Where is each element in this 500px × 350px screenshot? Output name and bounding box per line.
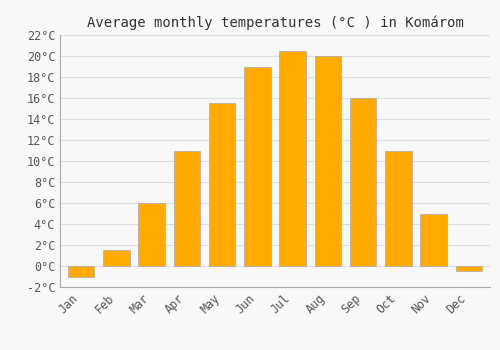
- Bar: [174, 150, 200, 266]
- Bar: [350, 98, 376, 266]
- Bar: [385, 150, 411, 266]
- Bar: [420, 214, 447, 266]
- Bar: [280, 51, 306, 266]
- Bar: [456, 266, 482, 271]
- Title: Average monthly temperatures (°C ) in Komárom: Average monthly temperatures (°C ) in Ko…: [86, 15, 464, 30]
- Bar: [103, 250, 130, 266]
- Bar: [209, 103, 236, 266]
- Bar: [244, 66, 270, 266]
- Bar: [314, 56, 341, 266]
- Bar: [138, 203, 165, 266]
- Bar: [68, 266, 94, 276]
